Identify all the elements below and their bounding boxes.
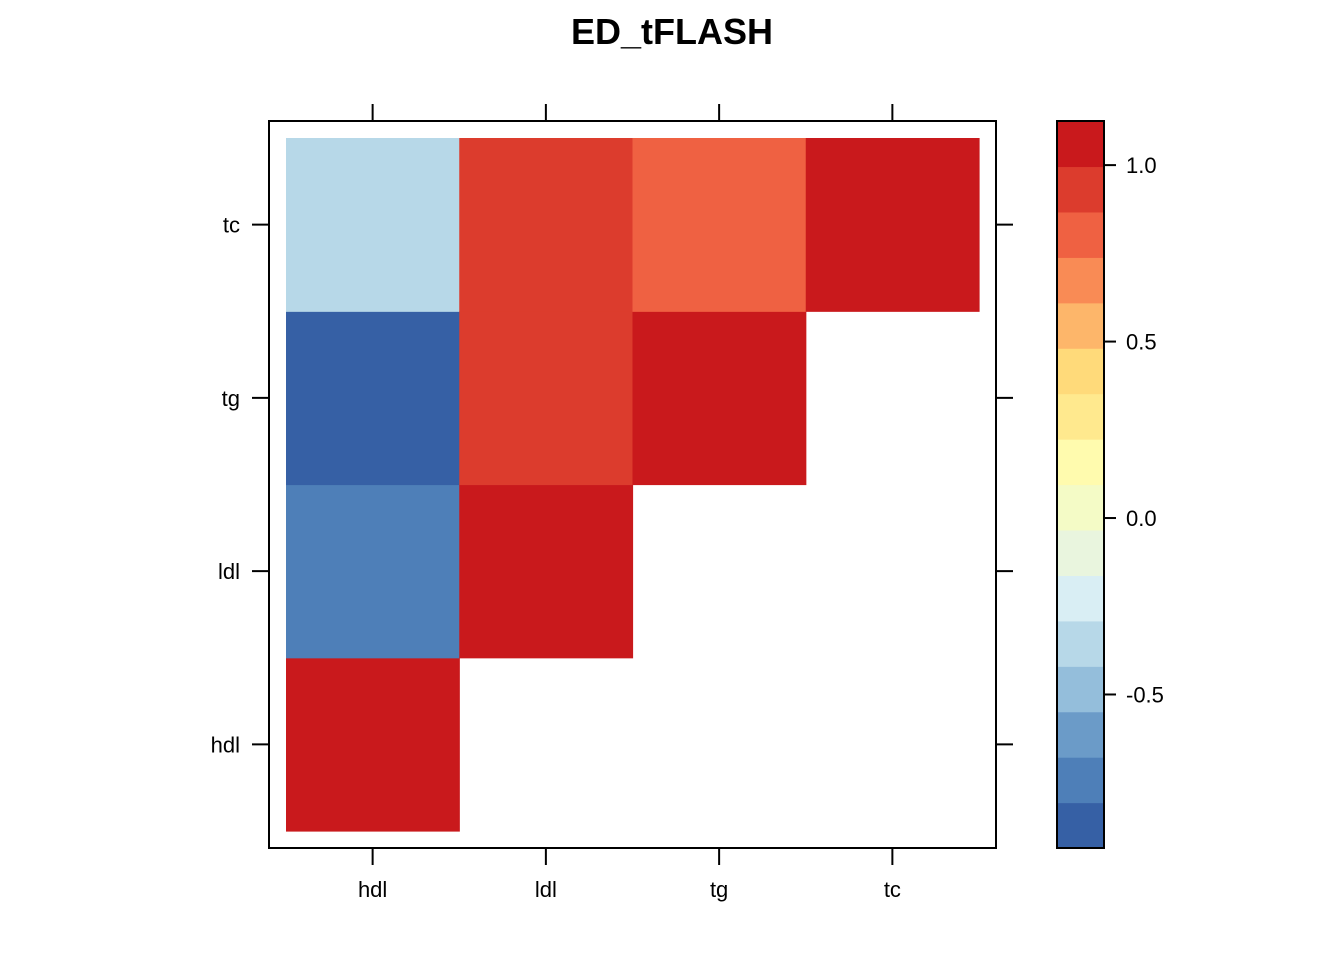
heatmap-cell-ldl-tg (459, 311, 634, 486)
colorbar: 1.0 0.5 0.0 -0.5 (1056, 120, 1164, 849)
colorbar-swatch (1057, 802, 1104, 849)
colorbar-frame (1056, 120, 1105, 849)
x-tick-label: tc (884, 877, 901, 902)
colorbar-swatch (1057, 666, 1104, 713)
heatmap-cell-tc-tc (805, 138, 980, 312)
colorbar-swatch (1057, 211, 1104, 258)
colorbar-tick-label: 0.0 (1126, 506, 1157, 531)
heatmap-cells (286, 138, 980, 832)
chart-title: ED_tFLASH (571, 11, 773, 52)
x-tick-label: ldl (535, 877, 557, 902)
y-tick-label: ldl (218, 559, 240, 584)
heatmap-cell-ldl-tc (459, 138, 634, 312)
heatmap-cell-ldl-ldl (459, 484, 634, 659)
x-tick-label: tg (710, 877, 728, 902)
axes: hdl ldl tg tc hdl ldl tg tc (211, 104, 1013, 902)
colorbar-swatch (1057, 166, 1104, 213)
x-tick-label: hdl (358, 877, 387, 902)
heatmap-cell-hdl-tg (286, 311, 460, 486)
colorbar-swatch (1057, 348, 1104, 395)
colorbar-swatch (1057, 757, 1104, 804)
colorbar-swatch (1057, 484, 1104, 531)
y-tick-label: hdl (211, 732, 240, 757)
colorbar-swatch (1057, 302, 1104, 349)
y-tick-label: tc (223, 213, 240, 238)
colorbar-swatch (1057, 393, 1104, 440)
y-tick-label: tg (222, 386, 240, 411)
heatmap-cell-hdl-hdl (286, 657, 460, 832)
colorbar-swatch (1057, 711, 1104, 758)
colorbar-tick-label: 0.5 (1126, 330, 1157, 355)
colorbar-swatch (1057, 121, 1104, 168)
heatmap-cell-hdl-ldl (286, 484, 460, 659)
heatmap-cell-tg-tg (632, 311, 807, 486)
heatmap-cell-tg-tc (632, 138, 807, 312)
heatmap-cell-hdl-tc (286, 138, 460, 312)
colorbar-swatch (1057, 529, 1104, 576)
colorbar-swatch (1057, 575, 1104, 622)
colorbar-swatch (1057, 439, 1104, 486)
colorbar-swatch (1057, 257, 1104, 304)
colorbar-tick-label: -0.5 (1126, 682, 1164, 707)
plot-frame (268, 120, 997, 849)
colorbar-tick-label: 1.0 (1126, 153, 1157, 178)
colorbar-swatch (1057, 620, 1104, 667)
